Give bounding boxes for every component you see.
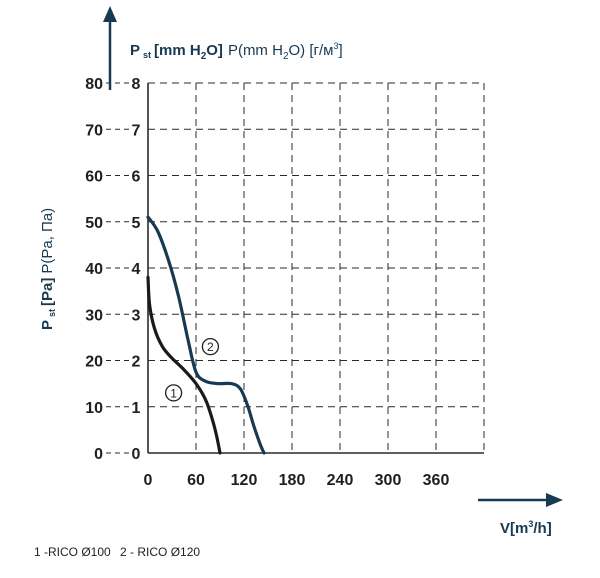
curve-label-circle-2 — [201, 337, 220, 356]
y-mm-tick-label: 0 — [132, 446, 141, 463]
y-mm-tick-label: 1 — [132, 400, 141, 417]
y-mm-tick-label: 4 — [132, 261, 141, 278]
y-pa-tick-label: 50 — [85, 215, 103, 232]
y-mm-tick-label: 7 — [132, 122, 141, 139]
x-tick-label: 300 — [375, 472, 402, 489]
y-mm-tick-label: 2 — [132, 354, 141, 371]
series-line-2 — [146, 215, 266, 455]
fan-pressure-chart: 0 60 120 180 240 300 3600102030405060708001234… — [39, 6, 563, 537]
x-axis-title-sup: 3 — [528, 519, 533, 529]
y2-axis-title-rest-end: ] — [338, 42, 342, 59]
y-axis-title: Pst [Pa] P(Pa, Па) — [39, 208, 57, 330]
x-tick-label: 120 — [231, 472, 258, 489]
y2-axis-title-rest-sup: 3 — [333, 41, 338, 51]
curve-label-1: 1 — [170, 386, 177, 400]
y-mm-tick-label: 5 — [132, 215, 141, 232]
y2-axis-title-rest: P(mm H — [228, 42, 283, 59]
y2-axis-title-p: P — [130, 42, 140, 59]
y-mm-tick-label: 6 — [132, 169, 141, 186]
y-axis-title-rest: P(Pa, Па) — [39, 208, 56, 274]
y2-axis-title-rest-sub: 2 — [283, 51, 289, 62]
y-axis-arrow-head — [103, 6, 117, 22]
x-tick-label: 60 — [187, 472, 205, 489]
y-pa-tick-label: 60 — [85, 169, 103, 186]
x-axis-arrow-head — [546, 493, 563, 507]
x-tick-label: 0 — [144, 472, 153, 489]
y-axis-title-unit: [Pa] — [39, 278, 56, 306]
y-pa-tick-label: 10 — [85, 400, 103, 417]
x-tick-label: 360 — [423, 472, 450, 489]
x-axis-title: V[m3/h] — [500, 519, 552, 537]
y-axis-title-sub: st — [47, 309, 57, 317]
legend: 1 -RICO Ø100 2 - RICO Ø120 — [34, 545, 206, 559]
series-group — [146, 215, 266, 455]
legend-item-2: 2 - RICO Ø120 — [120, 545, 201, 559]
y-pa-tick-label: 0 — [94, 446, 103, 463]
y-pa-tick-label: 70 — [85, 122, 103, 139]
x-axis-title-main: V[m — [500, 520, 528, 537]
y2-axis-title-unit: [mm H — [154, 42, 201, 59]
y2-axis-title-rest-mid: O) [г/м — [289, 42, 334, 59]
curve-label-circle-1 — [164, 384, 183, 402]
y-mm-tick-label: 3 — [132, 307, 141, 324]
y-pa-tick-label: 20 — [85, 354, 103, 371]
y-pa-tick-label: 80 — [85, 76, 103, 93]
curve-label-2: 2 — [207, 340, 214, 354]
y2-axis-title-unit-sub: 2 — [201, 51, 207, 62]
y2-axis-title-unit-end: O] — [206, 42, 223, 59]
grid — [106, 82, 485, 454]
y-pa-tick-label: 30 — [85, 307, 103, 324]
tick-labels: 0 60 120 180 240 300 3600102030405060708001234… — [85, 76, 449, 489]
x-axis-title-end: /h] — [533, 520, 551, 537]
curve-labels: 12 — [164, 337, 220, 402]
y-axis-title-p: P — [39, 320, 56, 330]
series-line-1 — [146, 275, 222, 455]
y-pa-tick-label: 40 — [85, 261, 103, 278]
legend-item-1: 1 -RICO Ø100 — [34, 545, 111, 559]
x-tick-label: 180 — [279, 472, 306, 489]
y-mm-tick-label: 8 — [132, 76, 141, 93]
x-tick-label: 240 — [327, 472, 354, 489]
y2-axis-title-sub: st — [143, 50, 151, 60]
